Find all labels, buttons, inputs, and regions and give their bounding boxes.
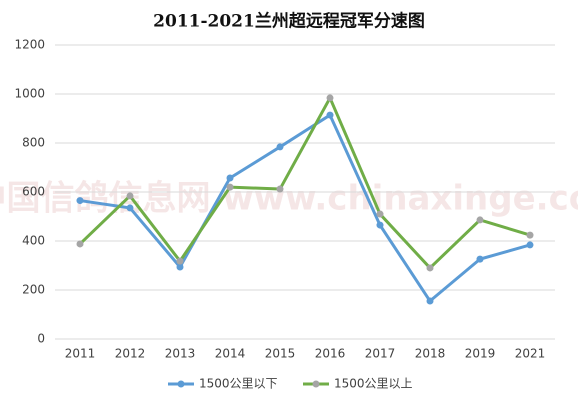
data-point bbox=[526, 241, 534, 249]
chart-title: 2011-2021兰州超远程冠军分速图 bbox=[153, 11, 425, 32]
legend-label: 1500公里以上 bbox=[334, 377, 413, 391]
y-tick-label: 1000 bbox=[14, 87, 45, 101]
x-tick-label: 2011 bbox=[65, 347, 96, 361]
x-tick-label: 2018 bbox=[415, 347, 446, 361]
data-point bbox=[476, 216, 484, 224]
data-point bbox=[76, 197, 84, 205]
y-tick-label: 1200 bbox=[14, 38, 45, 52]
data-point bbox=[276, 185, 284, 193]
x-tick-label: 2015 bbox=[265, 347, 296, 361]
y-tick-label: 600 bbox=[22, 185, 45, 199]
x-tick-label: 2013 bbox=[165, 347, 196, 361]
data-point bbox=[126, 192, 134, 200]
y-tick-label: 0 bbox=[37, 332, 45, 346]
y-tick-label: 200 bbox=[22, 283, 45, 297]
y-tick-label: 400 bbox=[22, 234, 45, 248]
watermark: 中国信鸽信息网 www.chinaxinge.com bbox=[0, 179, 578, 219]
series-line bbox=[78, 96, 531, 270]
data-point bbox=[326, 111, 334, 119]
x-tick-label: 2012 bbox=[115, 347, 146, 361]
x-tick-label: 2014 bbox=[215, 347, 246, 361]
data-point bbox=[276, 143, 284, 151]
data-point bbox=[376, 221, 384, 229]
data-point bbox=[126, 204, 134, 212]
data-point bbox=[176, 263, 184, 271]
legend-marker bbox=[312, 380, 320, 388]
x-tick-label: 2016 bbox=[315, 347, 346, 361]
x-tick-label: 2019 bbox=[465, 347, 496, 361]
data-point bbox=[426, 264, 434, 272]
data-point bbox=[176, 257, 184, 265]
y-tick-label: 800 bbox=[22, 136, 45, 150]
data-point bbox=[226, 174, 234, 182]
legend-marker bbox=[177, 380, 185, 388]
series-line bbox=[79, 113, 531, 303]
data-point bbox=[476, 255, 484, 263]
data-point bbox=[326, 94, 334, 102]
legend-label: 1500公里以下 bbox=[199, 377, 278, 391]
data-point bbox=[426, 297, 434, 305]
data-point bbox=[76, 240, 84, 248]
data-point bbox=[526, 231, 534, 239]
data-point bbox=[376, 210, 384, 218]
data-point bbox=[226, 183, 234, 191]
x-tick-label: 2021 bbox=[515, 347, 546, 361]
x-tick-label: 2017 bbox=[365, 347, 396, 361]
